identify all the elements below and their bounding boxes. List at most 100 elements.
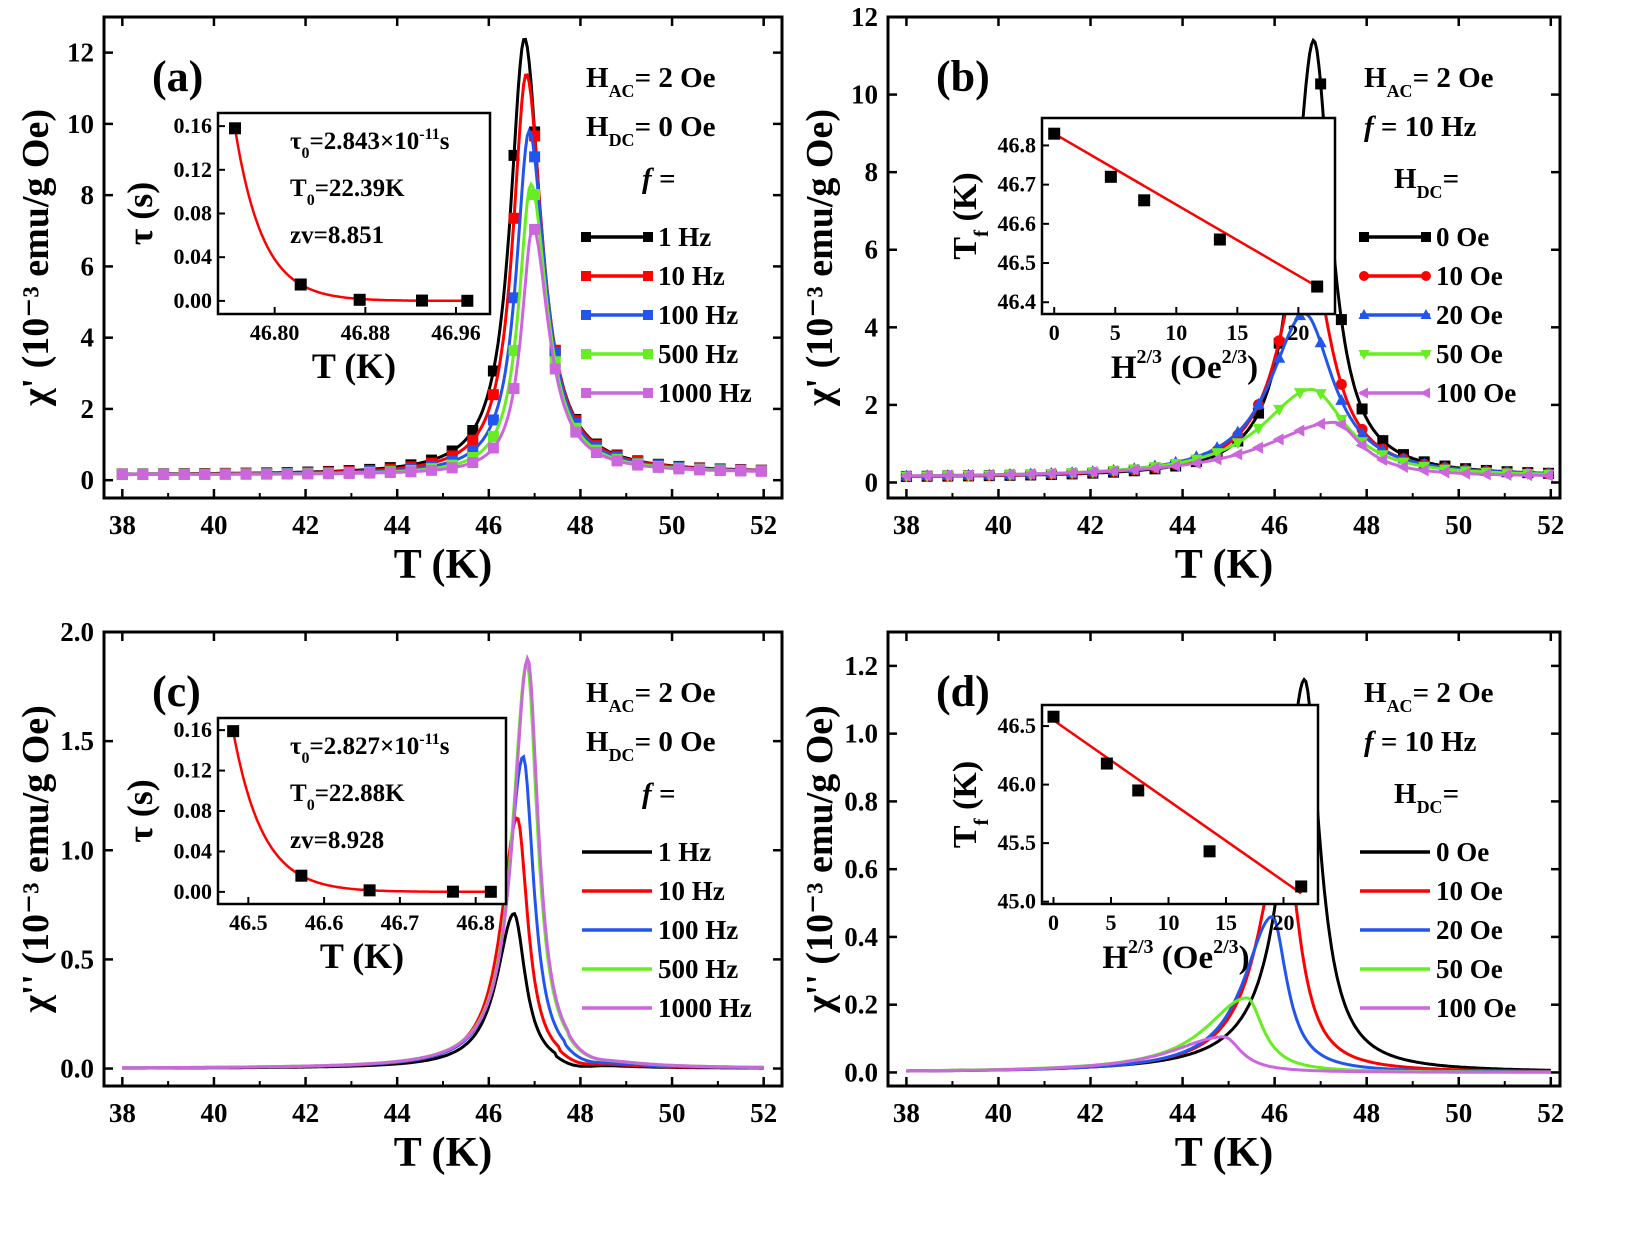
inset-zv-text: zv=8.928 xyxy=(290,827,384,854)
legend-label: 1000 Hz xyxy=(658,378,752,408)
inset-t0-text: T0=22.39K xyxy=(290,175,405,209)
inset-y-tick-label: 0.08 xyxy=(174,798,213,823)
y-axis-title: χ' (10⁻³ emu/g Oe) xyxy=(799,109,841,407)
legend-label: 0 Oe xyxy=(1436,222,1489,252)
info-hdc-part: DC xyxy=(609,130,635,150)
inset-y-tick-label: 0.12 xyxy=(174,758,213,783)
inset-x-title-part: 2/3 xyxy=(1213,936,1239,958)
legend-label: 100 Oe xyxy=(1436,378,1516,408)
legend-label: 10 Hz xyxy=(658,876,725,906)
data-point xyxy=(1293,424,1305,437)
x-tick-label: 46 xyxy=(475,510,502,540)
inset-tau0-text-part: τ xyxy=(290,733,302,760)
inset-t0-text-part: =22.88K xyxy=(315,780,405,807)
x-tick-label: 50 xyxy=(1445,510,1472,540)
x-tick-label: 48 xyxy=(567,1098,594,1128)
data-point xyxy=(694,464,706,476)
inset-x-tick-label: 5 xyxy=(1106,910,1117,935)
inset-data-point xyxy=(295,869,308,882)
legend-title-part: = xyxy=(1443,163,1460,195)
plot-frame xyxy=(886,15,1562,500)
inset-y-tick-label: 0.08 xyxy=(174,201,213,226)
data-point xyxy=(549,347,561,359)
inset-x-tick-label: 0 xyxy=(1049,320,1060,345)
x-tick-label: 38 xyxy=(893,1098,920,1128)
legend-label: 500 Hz xyxy=(658,954,738,984)
data-point xyxy=(961,469,973,482)
legend-title-part: H xyxy=(1394,778,1417,810)
x-tick-label: 50 xyxy=(1445,1098,1472,1128)
legend-label: 10 Hz xyxy=(658,261,725,291)
legend-title-part: = xyxy=(1443,778,1460,810)
info-hac-part: = 2 Oe xyxy=(1413,677,1494,709)
inset-x-title-part: H xyxy=(1102,940,1128,976)
data-point xyxy=(1210,453,1222,466)
info-hac-part: AC xyxy=(609,696,635,716)
inset-data-point xyxy=(484,885,497,898)
series-line-1000-hz xyxy=(122,653,764,1070)
inset-y-title-part: (K) xyxy=(947,761,984,819)
info-frequency: f = 10 Hz xyxy=(1364,726,1477,758)
y-tick-label: 0.5 xyxy=(60,944,94,974)
data-point xyxy=(1251,441,1263,454)
inset-t0-text: T0=22.88K xyxy=(290,780,405,814)
data-point xyxy=(1231,448,1243,461)
info-hac-part: = 2 Oe xyxy=(635,677,716,709)
legend-label: 100 Oe xyxy=(1436,993,1516,1023)
info-hac-part: = 2 Oe xyxy=(635,62,716,94)
y-tick-label: 0.0 xyxy=(844,1057,878,1087)
legend-marker xyxy=(1420,350,1432,360)
x-tick-label: 40 xyxy=(985,1098,1012,1128)
data-point xyxy=(714,464,726,476)
y-axis-title: χ' (10⁻³ emu/g Oe) xyxy=(15,109,57,407)
x-tick-label: 38 xyxy=(109,1098,136,1128)
info-hdc-part: DC xyxy=(609,745,635,765)
inset-t0-text-part: T xyxy=(290,780,307,807)
data-point xyxy=(1334,418,1346,431)
inset-y-tick-label: 46.7 xyxy=(998,172,1037,197)
data-point xyxy=(899,469,911,482)
legend-label: 10 Oe xyxy=(1436,876,1503,906)
data-point xyxy=(1148,462,1160,475)
legend-label: 50 Oe xyxy=(1436,954,1503,984)
data-point xyxy=(1479,468,1491,481)
data-point xyxy=(467,434,479,446)
data-point xyxy=(1335,378,1347,390)
inset-frame xyxy=(1040,703,1320,906)
info-hac: HAC= 2 Oe xyxy=(586,62,716,101)
data-point xyxy=(529,151,541,163)
inset-y-tick-label: 45.5 xyxy=(998,830,1037,855)
info-f-value: = 10 Hz xyxy=(1374,726,1477,758)
inset-x-tick-label: 15 xyxy=(1215,910,1237,935)
inset-y-tick-label: 0.04 xyxy=(174,244,213,269)
x-tick-label: 48 xyxy=(567,510,594,540)
inset-t0-text-part: =22.39K xyxy=(315,175,405,202)
inset-x-title: H2/3 (Oe2/3) xyxy=(1102,936,1249,976)
inset-tau0-text-part: =2.827×10 xyxy=(310,733,420,760)
legend-marker xyxy=(1358,309,1370,319)
inset-data-point xyxy=(353,293,366,306)
data-point xyxy=(755,465,767,477)
inset-y-tick-label: 46.8 xyxy=(998,132,1037,157)
x-tick-label: 42 xyxy=(292,1098,319,1128)
x-tick-label: 48 xyxy=(1353,1098,1380,1128)
inset-y-tick-label: 0.00 xyxy=(174,288,213,313)
inset-x-title-part: ) xyxy=(1239,940,1250,976)
info-hac: HAC= 2 Oe xyxy=(1364,677,1494,716)
inset-x-title: H2/3 (Oe2/3) xyxy=(1111,346,1258,386)
x-tick-label: 44 xyxy=(384,1098,411,1128)
data-point xyxy=(1169,459,1181,473)
y-tick-label: 0.8 xyxy=(844,786,878,816)
y-tick-label: 0.0 xyxy=(60,1054,94,1084)
inset-data-point xyxy=(1311,280,1324,293)
inset-data-point xyxy=(1048,127,1061,140)
data-point xyxy=(487,365,499,377)
x-tick-label: 46 xyxy=(1261,510,1288,540)
legend-title: HDC= xyxy=(1394,778,1459,817)
data-point xyxy=(1459,467,1471,480)
data-point xyxy=(1377,435,1389,447)
legend-marker xyxy=(1358,350,1370,360)
data-point xyxy=(508,212,520,224)
data-point xyxy=(467,444,479,456)
